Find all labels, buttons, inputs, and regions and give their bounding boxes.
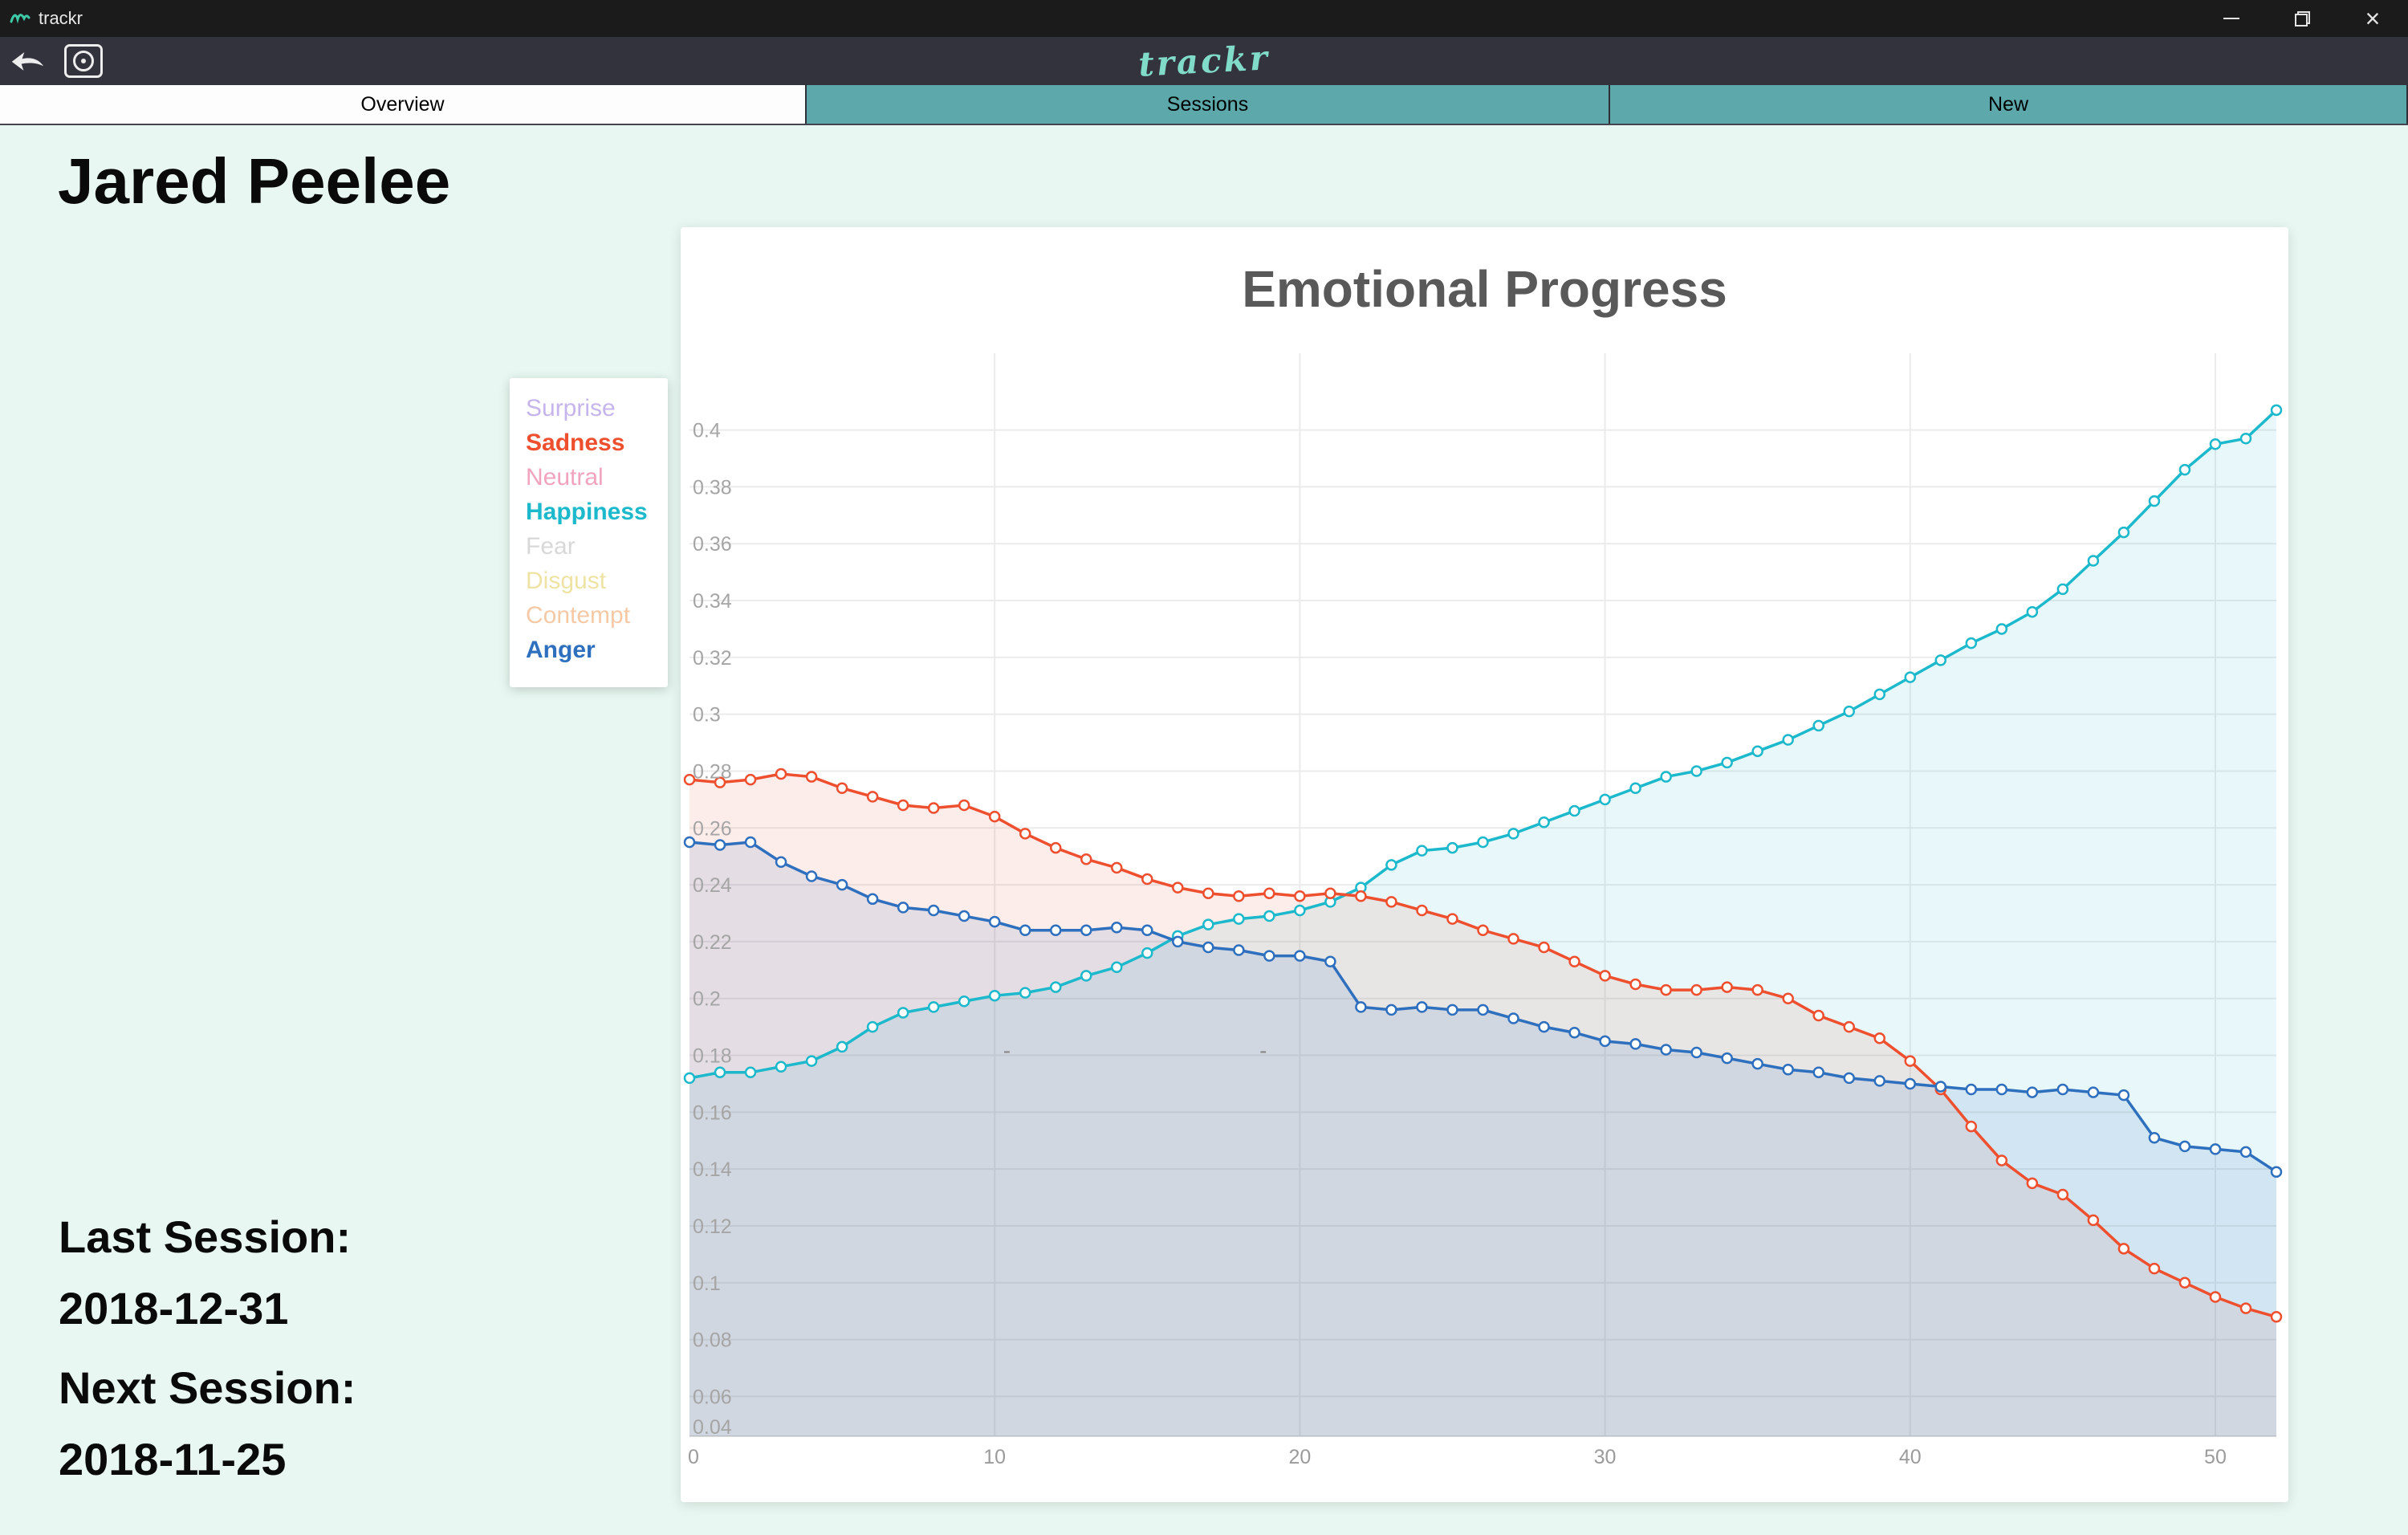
last-session-date: 2018-12-31 xyxy=(59,1283,289,1333)
series-happiness xyxy=(683,404,2283,1085)
tab-overview[interactable]: Overview xyxy=(0,85,807,124)
series-anger xyxy=(683,836,2283,1178)
restore-button[interactable] xyxy=(2267,0,2337,37)
svg-text:0.04: 0.04 xyxy=(693,1416,732,1439)
legend-item-sadness[interactable]: Sadness xyxy=(526,430,625,456)
svg-text:0.2: 0.2 xyxy=(693,988,721,1011)
trackr-logo: trackr xyxy=(1137,38,1271,84)
svg-text:50: 50 xyxy=(2204,1446,2227,1468)
svg-text:10: 10 xyxy=(983,1446,1006,1468)
svg-text:0.18: 0.18 xyxy=(693,1045,732,1068)
series-fill-anger xyxy=(689,841,2276,1436)
svg-text:0.24: 0.24 xyxy=(693,874,732,897)
svg-text:0.08: 0.08 xyxy=(693,1329,732,1352)
next-session-date: 2018-11-25 xyxy=(59,1434,287,1484)
titlebar-left: trackr xyxy=(0,8,83,29)
legend-item-contempt[interactable]: Contempt xyxy=(526,602,631,629)
patient-name: Jared Peelee xyxy=(58,145,451,217)
svg-text:0.34: 0.34 xyxy=(693,590,732,613)
series-fills xyxy=(689,409,2276,1436)
plot-annotation: - xyxy=(1259,1038,1267,1063)
back-button[interactable] xyxy=(0,37,55,85)
minimize-icon xyxy=(2223,18,2239,19)
svg-text:0.16: 0.16 xyxy=(693,1101,732,1124)
close-button[interactable]: × xyxy=(2337,0,2408,37)
svg-text:0.4: 0.4 xyxy=(693,420,721,442)
series-fill-sadness xyxy=(689,774,2276,1436)
axis-labels: 0 10 20 30 40 50 0.04 0.06 0.08 0.1 0.12 0.14 0.16 0.… xyxy=(688,420,2227,1468)
camera-button[interactable] xyxy=(55,37,112,85)
svg-text:0.3: 0.3 xyxy=(693,704,721,727)
gridlines xyxy=(689,353,2276,1437)
svg-text:0.06: 0.06 xyxy=(693,1386,732,1408)
restore-icon xyxy=(2294,10,2310,26)
window-controls: × xyxy=(2196,0,2408,37)
window-titlebar[interactable]: trackr × xyxy=(0,0,2408,37)
plot-annotation: - xyxy=(1003,1038,1011,1063)
svg-text:0: 0 xyxy=(688,1446,699,1468)
svg-text:0.12: 0.12 xyxy=(693,1215,732,1238)
window-title: trackr xyxy=(39,8,83,28)
camera-icon xyxy=(64,44,103,78)
legend-item-neutral[interactable]: Neutral xyxy=(526,464,604,491)
last-session-label: Last Session: xyxy=(59,1211,352,1262)
svg-text:0.28: 0.28 xyxy=(693,760,732,783)
close-icon: × xyxy=(2365,4,2381,33)
svg-text:0.1: 0.1 xyxy=(693,1272,721,1295)
chart-card: Emotional Progress 0 10 20 30 40 50 0.04 0.06 0.… xyxy=(681,227,2288,1502)
svg-text:0.26: 0.26 xyxy=(693,817,732,840)
chart-title: Emotional Progress xyxy=(1242,260,1727,318)
toolbar: trackr xyxy=(0,37,2408,85)
back-arrow-icon xyxy=(11,52,44,71)
svg-text:40: 40 xyxy=(1899,1446,1922,1468)
chart-legend: Surprise Sadness Neutral Happiness Fear Disgu… xyxy=(510,378,668,687)
svg-text:0.22: 0.22 xyxy=(693,931,732,954)
tab-sessions[interactable]: Sessions xyxy=(807,85,1610,124)
app-logo-icon xyxy=(10,14,31,24)
next-session-label: Next Session: xyxy=(59,1362,356,1413)
sessions-info: Last Session: 2018-12-31 Next Session: 2… xyxy=(59,1201,356,1495)
svg-text:0.38: 0.38 xyxy=(693,476,732,499)
legend-item-disgust[interactable]: Disgust xyxy=(526,568,607,594)
legend-item-happiness[interactable]: Happiness xyxy=(526,499,648,525)
legend-item-anger[interactable]: Anger xyxy=(526,637,596,663)
svg-text:20: 20 xyxy=(1288,1446,1311,1468)
series-sadness xyxy=(683,768,2283,1323)
minimize-button[interactable] xyxy=(2196,0,2267,37)
legend-item-fear[interactable]: Fear xyxy=(526,533,576,560)
tab-bar: Overview Sessions New xyxy=(0,85,2408,125)
svg-text:0.14: 0.14 xyxy=(693,1158,732,1181)
svg-text:30: 30 xyxy=(1594,1446,1617,1468)
legend-item-surprise[interactable]: Surprise xyxy=(526,395,616,421)
series-fill-happiness xyxy=(689,409,2276,1436)
tab-new[interactable]: New xyxy=(1610,85,2408,124)
svg-text:0.32: 0.32 xyxy=(693,647,732,670)
svg-text:0.36: 0.36 xyxy=(693,533,732,556)
emotional-progress-chart[interactable]: 0 10 20 30 40 50 0.04 0.06 0.08 0.1 0.12 0.14 0.16 0.… xyxy=(681,227,2288,1502)
